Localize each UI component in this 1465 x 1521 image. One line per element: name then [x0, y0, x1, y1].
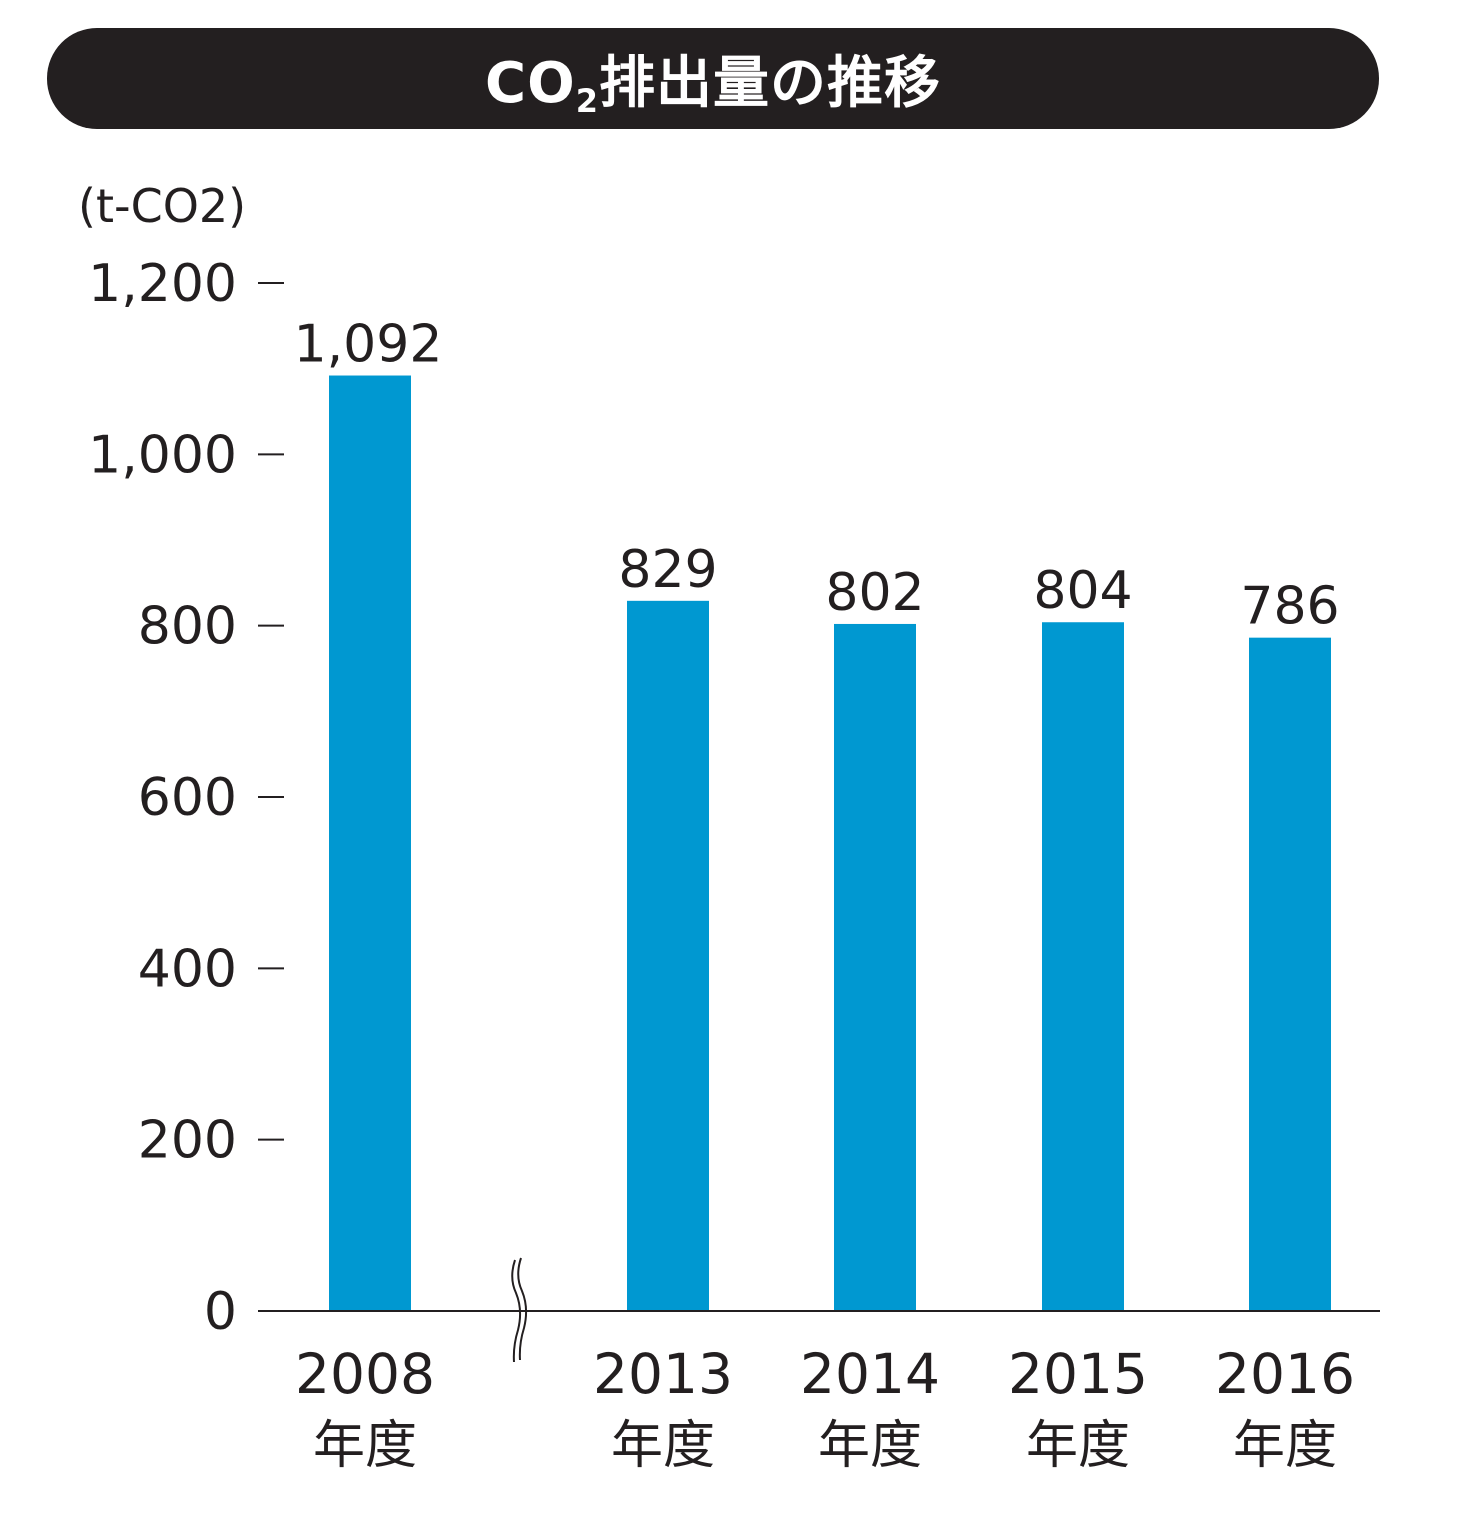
- x-tick-label-2015: 2015: [1008, 1342, 1148, 1406]
- y-tick-label: 600: [138, 768, 237, 828]
- x-tick-label-2008: 2008: [295, 1342, 435, 1406]
- y-tick-label: 0: [204, 1282, 237, 1342]
- data-label-2014: 802: [825, 563, 924, 623]
- data-label-2016: 786: [1240, 577, 1339, 637]
- y-axis-unit-label: (t-CO2): [78, 179, 246, 233]
- bar-2014: [834, 623, 916, 1311]
- data-labels: 1,092 829 802 804 786: [294, 315, 1340, 637]
- bar-2016: [1249, 637, 1331, 1311]
- bar-series: [329, 375, 1331, 1311]
- x-axis: 2008 年度 2013 年度 2014 年度 2015 年度 2016 年度: [295, 1342, 1355, 1476]
- x-tick-suffix: 年度: [1233, 1416, 1337, 1476]
- y-tick-label: 400: [138, 939, 237, 999]
- bar-2015: [1042, 622, 1124, 1311]
- chart-title-subscript: 2: [575, 81, 599, 120]
- chart-title-bar: CO2排出量の推移: [47, 28, 1379, 129]
- bar-2013: [627, 600, 709, 1311]
- data-label-2013: 829: [618, 540, 717, 600]
- y-tick-label: 800: [138, 597, 237, 657]
- x-tick-label-2016: 2016: [1215, 1342, 1355, 1406]
- chart-title: CO2排出量の推移: [485, 38, 941, 120]
- axis-break-mark: [511, 1257, 528, 1363]
- x-tick-suffix: 年度: [818, 1416, 922, 1476]
- data-label-2008: 1,092: [294, 315, 443, 375]
- x-tick-suffix: 年度: [1026, 1416, 1130, 1476]
- y-tick-label: 1,000: [88, 425, 237, 485]
- y-tick-label: 1,200: [88, 254, 237, 314]
- x-tick-label-2013: 2013: [593, 1342, 733, 1406]
- bar-2008: [329, 375, 411, 1311]
- y-axis: 0 200 400 600 800 1,000 1,200: [88, 254, 284, 1342]
- chart-title-suffix: 排出量の推移: [598, 50, 941, 116]
- x-tick-suffix: 年度: [611, 1416, 715, 1476]
- x-tick-suffix: 年度: [313, 1416, 417, 1476]
- data-label-2015: 804: [1033, 561, 1132, 621]
- chart-title-prefix: CO: [485, 50, 576, 116]
- y-tick-label: 200: [138, 1111, 237, 1171]
- x-tick-label-2014: 2014: [800, 1342, 940, 1406]
